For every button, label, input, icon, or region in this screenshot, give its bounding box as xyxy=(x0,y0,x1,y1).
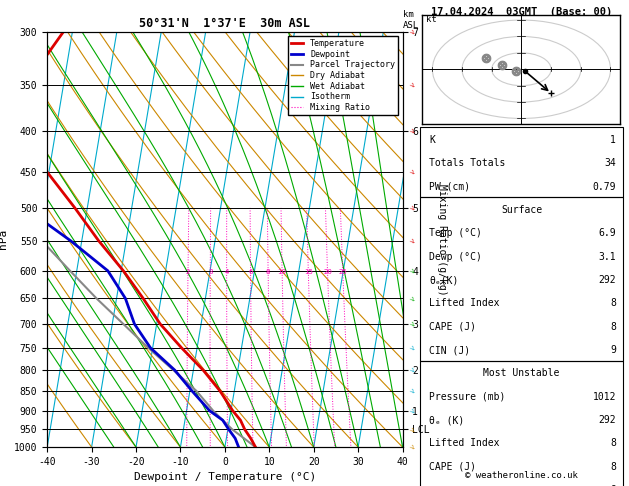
Text: 6.9: 6.9 xyxy=(598,228,616,239)
Title: 50°31'N  1°37'E  30m ASL: 50°31'N 1°37'E 30m ASL xyxy=(140,17,310,31)
Y-axis label: Mixing Ratio (g/kg): Mixing Ratio (g/kg) xyxy=(437,184,447,295)
Text: >: > xyxy=(407,320,415,328)
Text: 1012: 1012 xyxy=(593,392,616,402)
Text: Totals Totals: Totals Totals xyxy=(429,158,505,169)
Text: PW (cm): PW (cm) xyxy=(429,182,470,192)
Text: 25: 25 xyxy=(338,269,347,275)
Text: 20: 20 xyxy=(323,269,332,275)
Text: 2: 2 xyxy=(186,269,190,275)
Text: >: > xyxy=(407,407,415,415)
Text: CAPE (J): CAPE (J) xyxy=(429,462,476,472)
Text: >: > xyxy=(407,27,415,36)
Text: >: > xyxy=(407,294,415,303)
Text: >: > xyxy=(407,204,415,212)
Text: >: > xyxy=(407,387,415,395)
Text: 3.1: 3.1 xyxy=(598,252,616,262)
Text: θₑ (K): θₑ (K) xyxy=(429,415,464,425)
Text: >: > xyxy=(407,81,415,89)
Text: © weatheronline.co.uk: © weatheronline.co.uk xyxy=(465,471,578,480)
Text: Pressure (mb): Pressure (mb) xyxy=(429,392,505,402)
Text: CIN (J): CIN (J) xyxy=(429,345,470,355)
Y-axis label: hPa: hPa xyxy=(0,229,8,249)
Text: >: > xyxy=(407,127,415,135)
Text: >: > xyxy=(407,425,415,434)
Text: km
ASL: km ASL xyxy=(403,10,419,30)
Text: Lifted Index: Lifted Index xyxy=(429,298,499,309)
Text: 8: 8 xyxy=(610,298,616,309)
Text: 34: 34 xyxy=(604,158,616,169)
Text: Surface: Surface xyxy=(501,205,542,215)
Text: Dewp (°C): Dewp (°C) xyxy=(429,252,482,262)
Text: >: > xyxy=(407,366,415,374)
Text: 10: 10 xyxy=(277,269,287,275)
Bar xyxy=(420,197,623,361)
Text: 0.79: 0.79 xyxy=(593,182,616,192)
Text: CAPE (J): CAPE (J) xyxy=(429,322,476,332)
Text: CIN (J): CIN (J) xyxy=(429,485,470,486)
Legend: Temperature, Dewpoint, Parcel Trajectory, Dry Adiabat, Wet Adiabat, Isotherm, Mi: Temperature, Dewpoint, Parcel Trajectory… xyxy=(287,36,398,115)
Text: 9: 9 xyxy=(610,485,616,486)
Text: Lifted Index: Lifted Index xyxy=(429,438,499,449)
Text: 8: 8 xyxy=(610,322,616,332)
Bar xyxy=(420,361,623,486)
Text: >: > xyxy=(407,237,415,245)
Text: 8: 8 xyxy=(610,462,616,472)
Text: Most Unstable: Most Unstable xyxy=(483,368,560,379)
Text: >: > xyxy=(407,267,415,275)
Text: 6: 6 xyxy=(248,269,253,275)
Text: θₑ(K): θₑ(K) xyxy=(429,275,459,285)
Text: 8: 8 xyxy=(610,438,616,449)
Text: 3: 3 xyxy=(208,269,213,275)
Text: 292: 292 xyxy=(598,415,616,425)
Text: 4: 4 xyxy=(225,269,229,275)
Text: 8: 8 xyxy=(266,269,270,275)
Text: 17.04.2024  03GMT  (Base: 00): 17.04.2024 03GMT (Base: 00) xyxy=(431,7,612,17)
Text: 15: 15 xyxy=(304,269,313,275)
Text: 1: 1 xyxy=(610,135,616,145)
Text: >: > xyxy=(407,443,415,451)
X-axis label: Dewpoint / Temperature (°C): Dewpoint / Temperature (°C) xyxy=(134,472,316,483)
Text: >: > xyxy=(407,167,415,176)
Text: Temp (°C): Temp (°C) xyxy=(429,228,482,239)
Text: K: K xyxy=(429,135,435,145)
Text: 9: 9 xyxy=(610,345,616,355)
Bar xyxy=(420,127,623,197)
Text: >: > xyxy=(407,344,415,352)
Text: 292: 292 xyxy=(598,275,616,285)
